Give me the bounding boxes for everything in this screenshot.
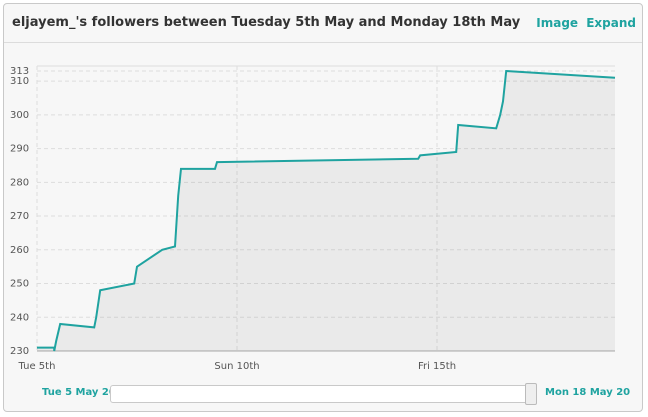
panel-header: eljayem_'s followers between Tuesday 5th… bbox=[4, 4, 642, 43]
y-tick-label: 250 bbox=[10, 279, 29, 290]
series-line bbox=[37, 69, 616, 352]
y-tick-label: 280 bbox=[10, 177, 29, 188]
range-track[interactable] bbox=[110, 385, 532, 403]
y-tick-label: 230 bbox=[10, 346, 29, 357]
expand-link[interactable]: Expand bbox=[586, 16, 636, 30]
range-end: Mon 18 May 20 bbox=[545, 387, 631, 398]
x-tick-label: Tue 5th bbox=[18, 361, 56, 372]
y-tick-label: 310 bbox=[10, 76, 29, 87]
header-links: Image Expand bbox=[532, 16, 636, 30]
y-tick-label: 270 bbox=[10, 211, 29, 222]
x-tick-label: Fri 15th bbox=[418, 361, 456, 372]
y-tick-label: 240 bbox=[10, 312, 29, 323]
chart-title: eljayem_'s followers between Tuesday 5th… bbox=[12, 15, 521, 30]
y-tick-label: 260 bbox=[10, 245, 29, 256]
range-handle[interactable] bbox=[525, 383, 537, 405]
x-tick-label: Sun 10th bbox=[214, 361, 259, 372]
y-tick-label: 300 bbox=[10, 110, 29, 121]
image-link[interactable]: Image bbox=[536, 16, 579, 30]
y-tick-label: 313 bbox=[10, 66, 29, 77]
y-tick-label: 290 bbox=[10, 144, 29, 155]
area-fill bbox=[37, 71, 615, 351]
range-start: Tue 5 May 20 bbox=[42, 387, 116, 398]
